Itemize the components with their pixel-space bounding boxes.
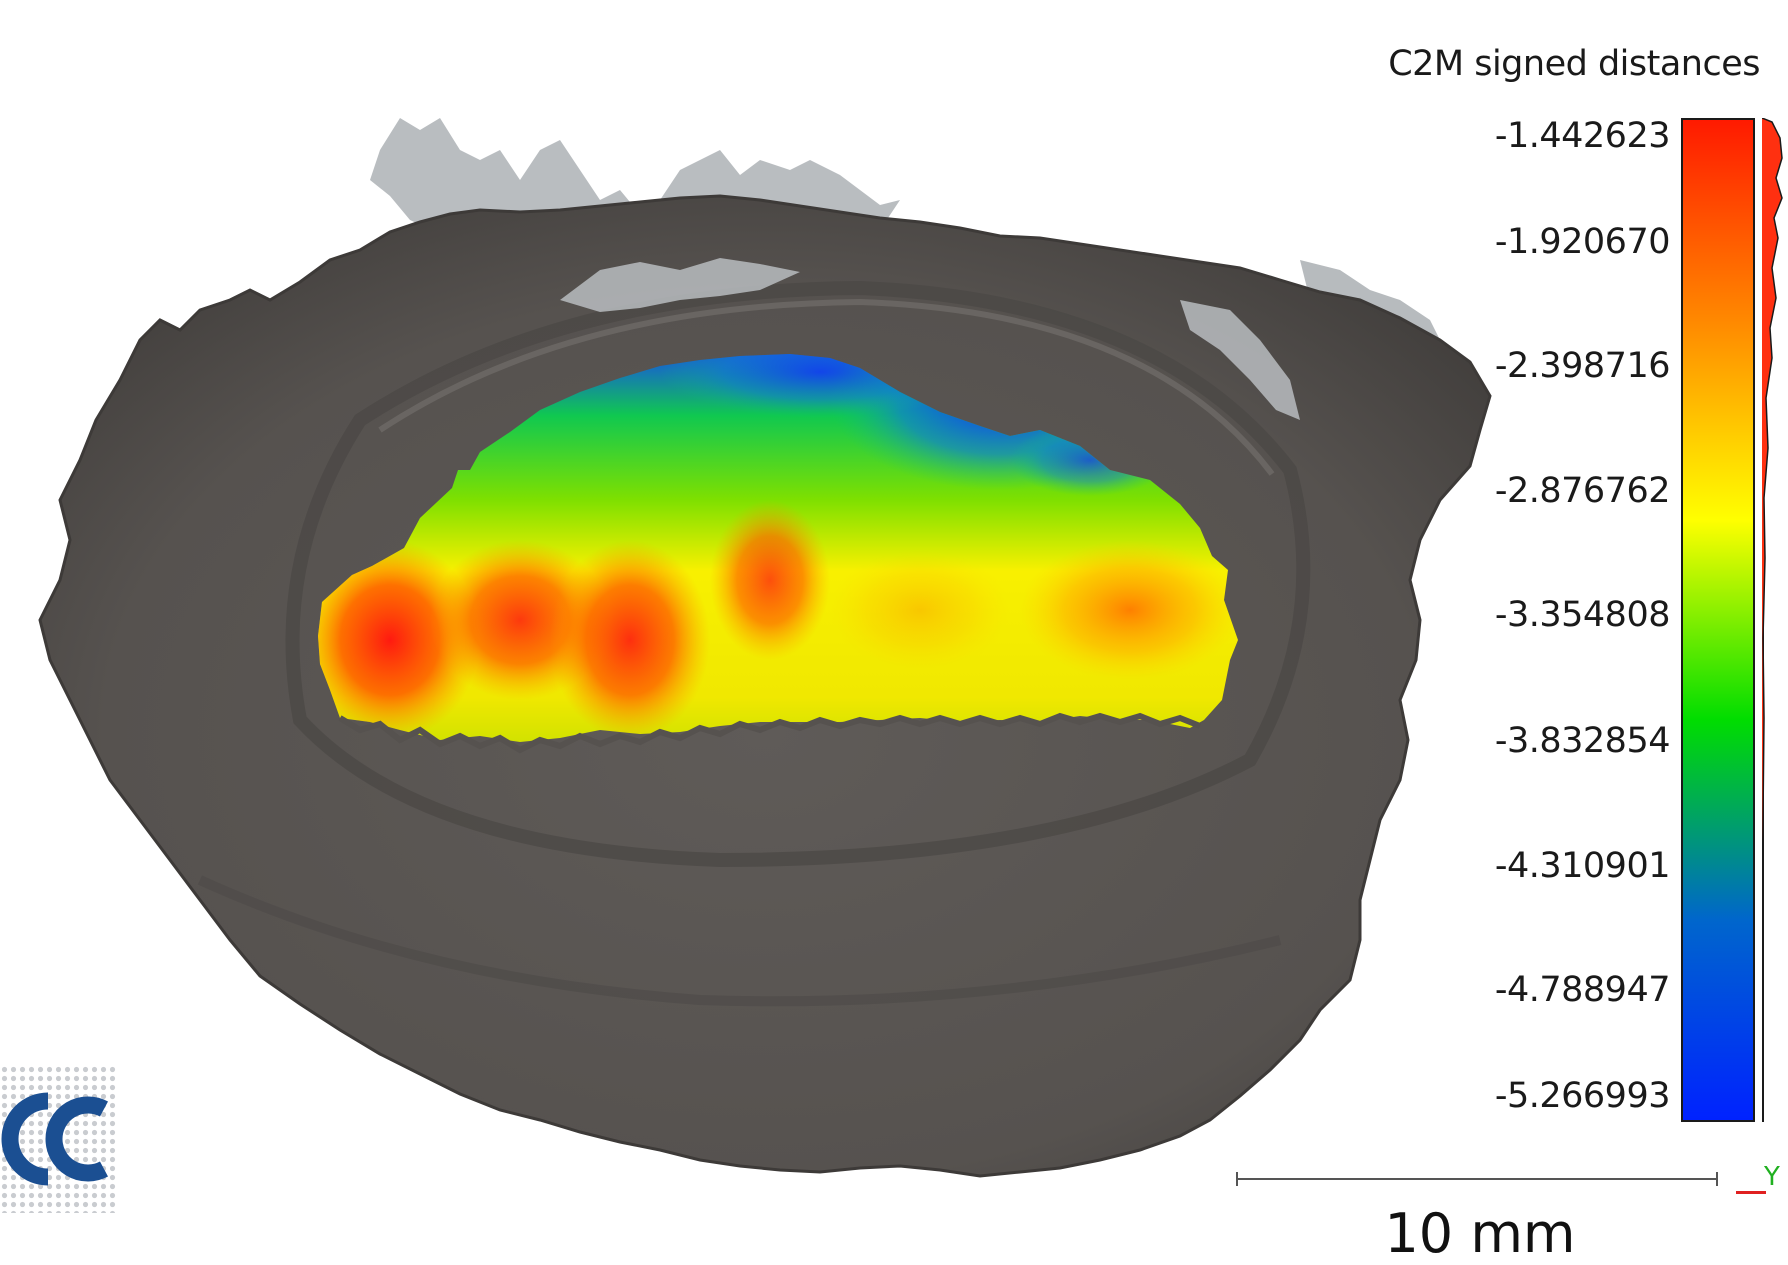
y-axis-label: Y [1764, 1162, 1780, 1192]
cloudcompare-logo-icon [0, 1065, 118, 1213]
colorbar-tick-label: -4.788947 [1494, 970, 1671, 1010]
mesh-inner-ridge [285, 280, 1311, 868]
colorbar-tick-label: -3.832854 [1494, 721, 1671, 761]
x-axis-line [1736, 1191, 1766, 1194]
colorbar-tick-label: -1.442623 [1494, 116, 1671, 156]
colorbar-tick-label: -2.398716 [1494, 346, 1671, 386]
colorbar-title: C2M signed distances [1388, 44, 1760, 84]
mesh-rim-fragment-2 [1180, 300, 1300, 420]
colorbar-tick-label: -4.310901 [1494, 846, 1671, 886]
scale-bar [1236, 1178, 1718, 1180]
mesh-fragment-top [370, 118, 900, 236]
colorbar-histogram-curve [1762, 118, 1783, 1122]
scale-bar-label: 10 mm [1384, 1202, 1576, 1265]
axis-gizmo-icon: Y [1728, 1160, 1784, 1200]
mesh-inner-ridge-highlight [378, 298, 1275, 476]
colorbar [1681, 118, 1755, 1122]
mesh-rim-fragment-1 [560, 258, 800, 312]
colorbar-tick-label: -5.266993 [1494, 1076, 1671, 1116]
colorbar-tick-label: -3.354808 [1494, 595, 1671, 635]
colorbar-tick-label: -2.876762 [1494, 471, 1671, 511]
mesh-lower-fold [197, 875, 1282, 1007]
heatmap-jagged-edge [338, 712, 1202, 754]
scale-bar-right-cap [1716, 1172, 1718, 1186]
colorbar-tick-label: -1.920670 [1494, 222, 1671, 262]
